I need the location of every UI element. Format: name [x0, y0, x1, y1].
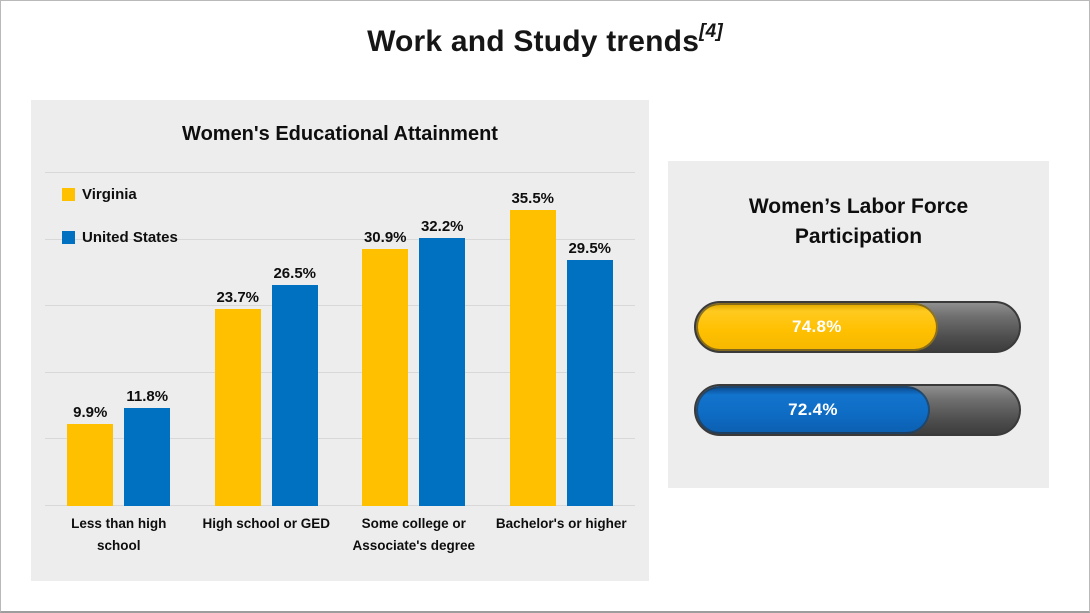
bar-chart-title: Women's Educational Attainment	[182, 123, 498, 145]
category-label: High school or GED	[202, 516, 330, 531]
bar-value-label: 26.5%	[273, 265, 317, 283]
citation-ref: [4]	[699, 21, 723, 42]
bar-united-states	[419, 237, 466, 506]
bar-value-label: 35.5%	[511, 190, 555, 208]
category-label: Less than high school	[71, 516, 167, 553]
gridline	[45, 172, 635, 173]
bar-united-states	[124, 407, 171, 506]
bar-value-label: 30.9%	[363, 228, 407, 246]
bar-value-label: 29.5%	[568, 240, 612, 258]
progress-fill: 74.8%	[696, 303, 938, 351]
bar-column: 26.5%	[271, 173, 318, 506]
gridline	[45, 305, 635, 307]
virginia-swatch-icon	[62, 188, 75, 201]
progress-value-label: 74.8%	[791, 317, 842, 336]
bar-plot: 9.9% 11.8% 23.7% 26.5% 30.9% 32.2% 35.5% 29.5%	[45, 173, 635, 506]
legend-label-virginia: Virginia	[82, 186, 137, 203]
progress-value-label: 72.4%	[788, 400, 838, 419]
gridline	[45, 238, 635, 240]
gridline	[45, 371, 635, 373]
bar-value-label: 9.9%	[73, 403, 108, 421]
bar-column: 23.7%	[214, 173, 261, 506]
chart-legend: Virginia United States	[62, 186, 178, 246]
bar-united-states	[271, 285, 318, 506]
bar-group: 23.7% 26.5%	[193, 173, 341, 506]
progress-track-united-states: 72.4%	[694, 384, 1021, 436]
bar-group: 35.5% 29.5%	[488, 173, 636, 506]
page-title: Work and Study trends[4]	[1, 21, 1089, 59]
legend-label-united-states: United States	[82, 229, 178, 246]
bar-value-label: 32.2%	[420, 217, 464, 235]
progress-fill: 72.4%	[696, 386, 930, 434]
category-label: Bachelor's or higher	[495, 516, 627, 531]
educational-attainment-panel: Women's Educational Attainment Virginia …	[31, 100, 649, 581]
legend-item-virginia: Virginia	[62, 186, 178, 203]
bar-column: 29.5%	[566, 173, 613, 506]
bar-group: 9.9% 11.8%	[45, 173, 193, 506]
progress-track-virginia: 74.8%	[694, 301, 1021, 353]
bar-column: 30.9%	[362, 173, 409, 506]
bar-group: 30.9% 32.2%	[340, 173, 488, 506]
bar-virginia	[214, 308, 261, 506]
bar-chart: Virginia United States 9.9% 11.8% 23.7% 26.…	[45, 172, 635, 506]
bar-virginia	[509, 210, 556, 506]
x-axis-labels: Less than high school High school or GED So…	[45, 513, 635, 556]
bar-virginia	[67, 423, 114, 506]
bar-virginia	[362, 248, 409, 506]
labor-force-title: Women’s Labor Force Participation	[748, 195, 969, 249]
united-states-swatch-icon	[62, 231, 75, 244]
bar-column: 11.8%	[124, 173, 171, 506]
category-label: Some college or Associate's degree	[352, 516, 476, 553]
legend-item-united-states: United States	[62, 229, 178, 246]
progress-pills: 74.8% 72.4%	[694, 301, 1021, 436]
bar-value-label: 11.8%	[126, 387, 169, 405]
bar-value-label: 23.7%	[216, 288, 260, 306]
bar-column: 9.9%	[67, 173, 114, 506]
bar-column: 32.2%	[419, 173, 466, 506]
labor-force-panel: Women’s Labor Force Participation 74.8% 7…	[668, 161, 1049, 488]
bar-column: 35.5%	[509, 173, 556, 506]
gridline	[45, 505, 635, 506]
gridline	[45, 438, 635, 440]
page-title-text: Work and Study trends	[367, 25, 700, 58]
bar-united-states	[566, 260, 613, 506]
